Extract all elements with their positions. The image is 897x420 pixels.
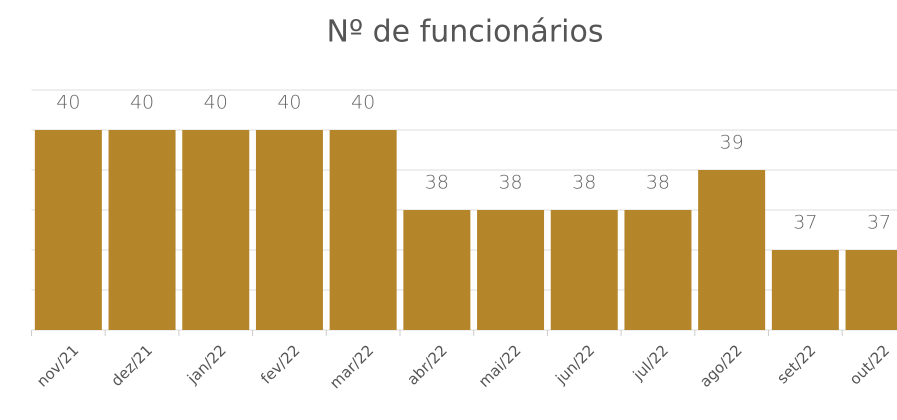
x-tick-label: mar/22 xyxy=(326,341,377,392)
x-tick-label: jul/22 xyxy=(629,341,672,384)
x-tick-label: abr/22 xyxy=(403,341,450,388)
chart-title: Nº de funcionários xyxy=(327,15,604,50)
bar xyxy=(255,130,323,330)
bar xyxy=(329,130,397,330)
value-label: 38 xyxy=(572,172,596,194)
value-label: 38 xyxy=(498,172,522,194)
value-label: 38 xyxy=(646,172,670,194)
x-tick-label: dez/21 xyxy=(107,341,156,390)
value-label: 40 xyxy=(351,92,375,114)
x-tick-label: nov/21 xyxy=(33,341,82,390)
value-label: 40 xyxy=(277,92,301,114)
x-tick-label: out/22 xyxy=(846,341,893,388)
value-label: 37 xyxy=(793,212,817,234)
x-tick-label: jun/22 xyxy=(551,341,598,388)
value-label: 38 xyxy=(425,172,449,194)
x-tick-label: mai/22 xyxy=(475,341,525,391)
x-tick-label: set/22 xyxy=(773,341,819,387)
value-label: 39 xyxy=(720,132,744,154)
bar xyxy=(624,210,692,330)
bar xyxy=(477,210,545,330)
bar xyxy=(771,250,839,330)
value-label: 40 xyxy=(130,92,154,114)
bar xyxy=(182,130,250,330)
bar xyxy=(108,130,176,330)
x-tick-label: fev/22 xyxy=(257,341,303,387)
x-tick-label: ago/22 xyxy=(696,341,746,391)
value-label: 40 xyxy=(56,92,80,114)
bar xyxy=(845,250,897,330)
bar xyxy=(403,210,471,330)
value-label: 37 xyxy=(867,212,891,234)
bar xyxy=(698,170,766,330)
bar xyxy=(550,210,618,330)
x-tick-label: jan/22 xyxy=(183,341,230,388)
bar xyxy=(34,130,102,330)
value-label: 40 xyxy=(204,92,228,114)
